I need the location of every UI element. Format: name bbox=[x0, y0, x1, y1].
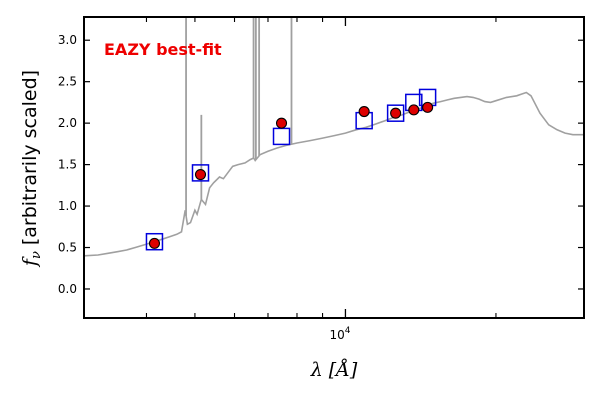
x-axis-label: λ [Å] bbox=[310, 359, 358, 381]
observed-point-1 bbox=[194, 168, 207, 181]
model-box-1 bbox=[191, 164, 210, 182]
x-axis-unit: [Å] bbox=[329, 359, 358, 381]
plot-frame bbox=[83, 16, 585, 319]
observed-point-4 bbox=[390, 107, 402, 119]
observed-point-0 bbox=[148, 237, 161, 249]
x-axis-symbol: λ bbox=[310, 359, 323, 381]
observed-point-5 bbox=[408, 104, 420, 116]
x-tick-label-1e4: 104 bbox=[329, 326, 350, 342]
y-axis-text: [arbitrarily scaled] bbox=[19, 70, 41, 245]
y-axis-symbol: f bbox=[19, 256, 41, 268]
model-box-0 bbox=[145, 232, 164, 251]
template-spectrum-line bbox=[84, 91, 584, 257]
model-box-2 bbox=[272, 127, 291, 146]
axis-ticks: 0.0 0.5 1.0 1.5 2.0 2.5 3.0 bbox=[58, 17, 584, 318]
x-tick-base: 10 bbox=[329, 328, 344, 342]
y-tick-label-5: 2.5 bbox=[58, 75, 77, 89]
observed-point-3 bbox=[358, 105, 370, 118]
y-axis-label: fν [arbitrarily scaled] bbox=[19, 70, 44, 268]
x-tick-exponent: 4 bbox=[345, 326, 351, 336]
y-tick-label-1: 0.5 bbox=[58, 241, 77, 255]
annotation-text: EAZY best-fit bbox=[104, 40, 222, 59]
model-box-4 bbox=[386, 104, 405, 122]
y-tick-label-2: 1.0 bbox=[58, 199, 77, 213]
y-tick-label-3: 1.5 bbox=[58, 158, 77, 172]
plot-content bbox=[84, 17, 584, 257]
y-tick-label-4: 2.0 bbox=[58, 116, 77, 130]
y-tick-label-6: 3.0 bbox=[58, 33, 77, 47]
observed-point-2 bbox=[275, 117, 288, 129]
y-tick-label-0: 0.0 bbox=[58, 282, 77, 296]
observed-point-6 bbox=[422, 101, 434, 113]
y-axis-subscript: ν bbox=[29, 251, 44, 259]
